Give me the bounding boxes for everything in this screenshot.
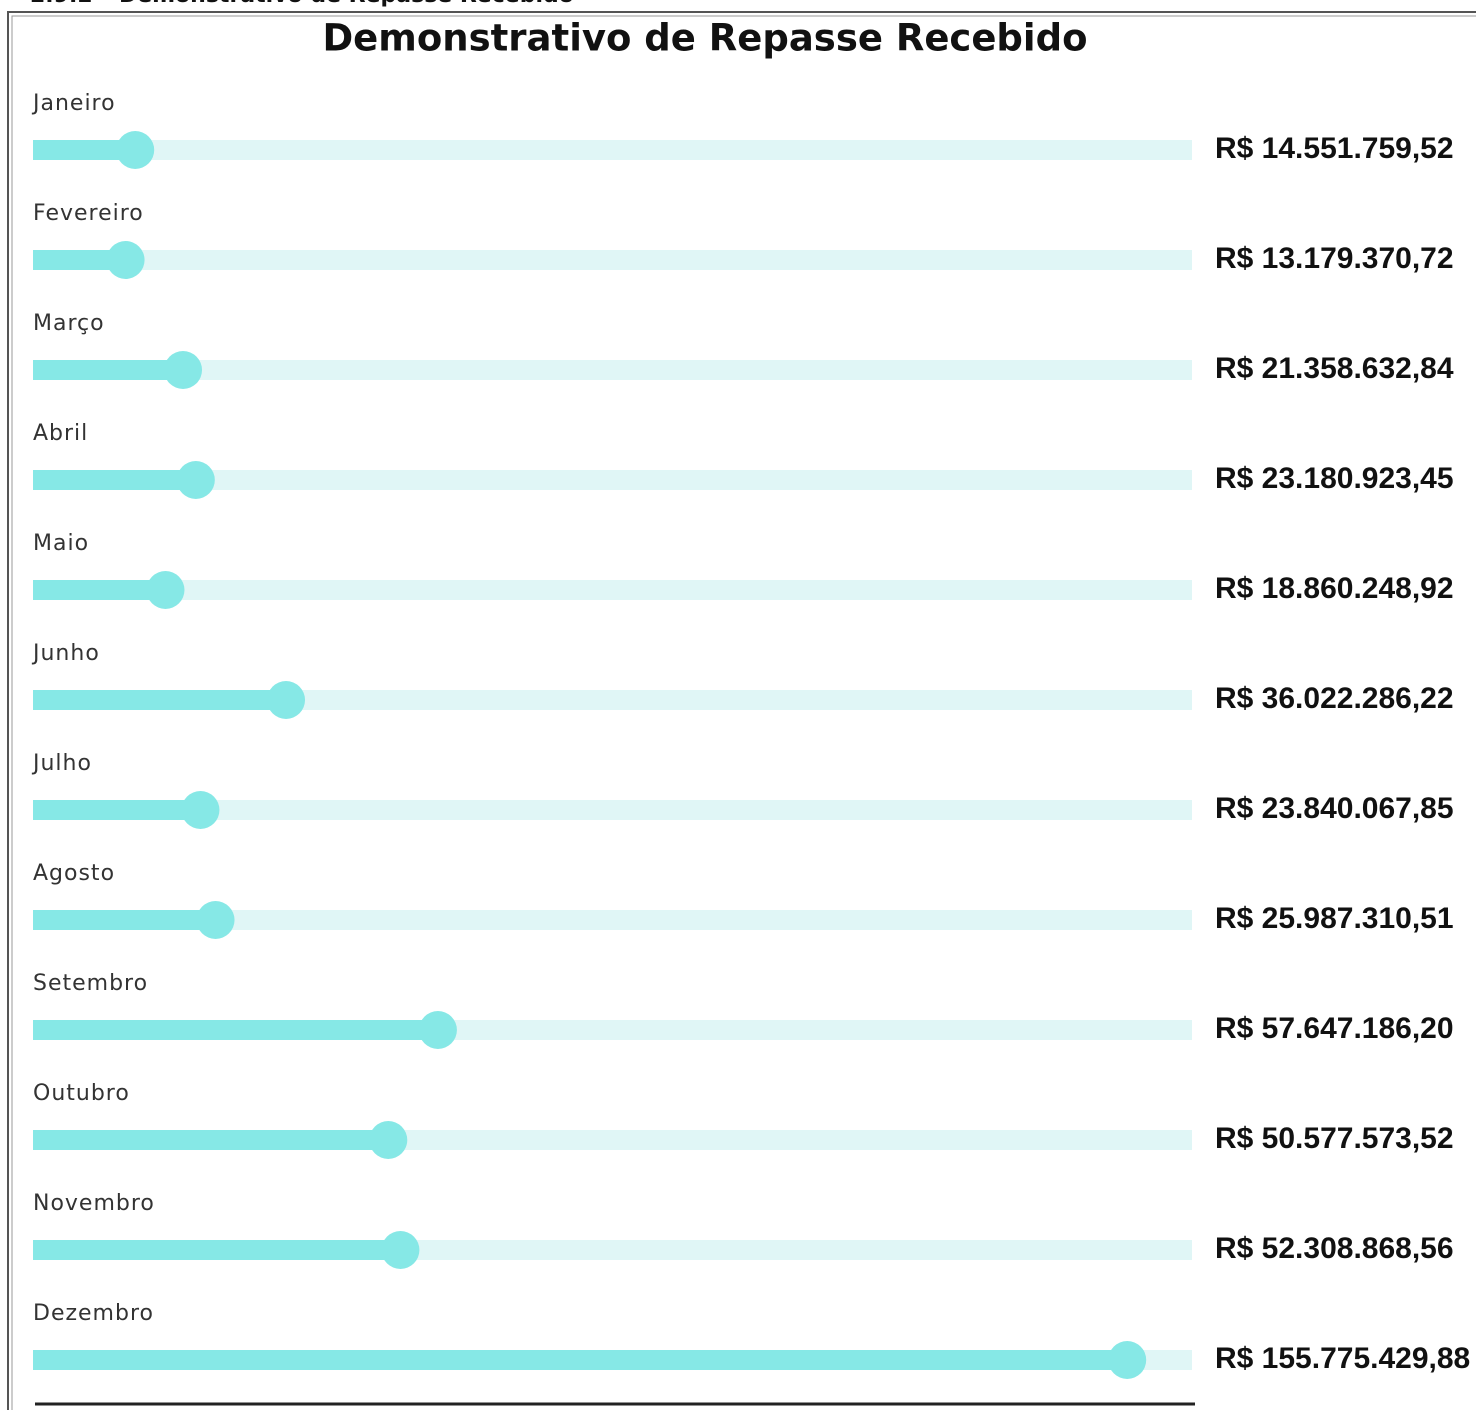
bar	[33, 140, 136, 160]
knob	[146, 571, 185, 609]
month-label: Setembro	[33, 971, 148, 996]
bar	[33, 580, 166, 600]
bar	[33, 800, 201, 820]
track	[33, 470, 1192, 490]
value-label: R$ 14.551.759,52	[1215, 132, 1454, 165]
value-label: R$ 50.577.573,52	[1215, 1122, 1454, 1155]
month-label: Novembro	[33, 1191, 155, 1216]
value-label: R$ 36.022.286,22	[1215, 682, 1454, 715]
track	[33, 690, 1192, 710]
month-label: Maio	[33, 531, 89, 556]
knob	[176, 461, 215, 499]
bar	[33, 690, 287, 710]
track	[33, 800, 1192, 820]
value-label: R$ 23.180.923,45	[1215, 462, 1454, 495]
bar	[33, 470, 196, 490]
bar	[33, 1350, 1128, 1370]
value-label: R$ 21.358.632,84	[1215, 352, 1454, 385]
bar	[33, 360, 184, 380]
bar	[33, 1240, 401, 1260]
month-label: Julho	[31, 751, 92, 776]
month-label: Março	[33, 311, 105, 336]
month-label: Junho	[31, 641, 100, 666]
inner-frame	[11, 15, 1476, 1414]
knob	[164, 351, 203, 389]
header-title: 2.9.2 – Demonstrativo de Repasse Recebid…	[30, 0, 574, 8]
knob	[116, 131, 155, 169]
knob	[418, 1011, 457, 1049]
track	[33, 910, 1192, 930]
month-label: Outubro	[33, 1081, 130, 1106]
value-label: R$ 13.179.370,72	[1215, 242, 1454, 275]
value-label: R$ 52.308.868,56	[1215, 1232, 1454, 1265]
bar	[33, 910, 216, 930]
knob	[267, 681, 306, 719]
month-label: Janeiro	[31, 91, 116, 116]
bar	[33, 250, 126, 270]
knob	[369, 1121, 408, 1159]
knob	[1108, 1341, 1147, 1379]
value-label: R$ 25.987.310,51	[1215, 902, 1454, 935]
frame	[7, 11, 1476, 1414]
chart-title: Demonstrativo de Repasse Recebido	[322, 17, 1087, 60]
value-label: R$ 155.775.429,88	[1215, 1342, 1470, 1375]
track	[33, 580, 1192, 600]
track	[33, 250, 1192, 270]
value-label: R$ 23.840.067,85	[1215, 792, 1454, 825]
knob	[196, 901, 235, 939]
month-label: Dezembro	[33, 1301, 154, 1326]
value-label: R$ 18.860.248,92	[1215, 572, 1454, 605]
knob	[381, 1231, 420, 1269]
track	[33, 360, 1192, 380]
month-label: Fevereiro	[33, 201, 144, 226]
knob	[106, 241, 145, 279]
track	[33, 140, 1192, 160]
month-label: Agosto	[33, 861, 115, 886]
month-label: Abril	[33, 421, 88, 446]
bar	[33, 1130, 389, 1150]
bar	[33, 1020, 438, 1040]
value-label: R$ 57.647.186,20	[1215, 1012, 1454, 1045]
knob	[181, 791, 220, 829]
